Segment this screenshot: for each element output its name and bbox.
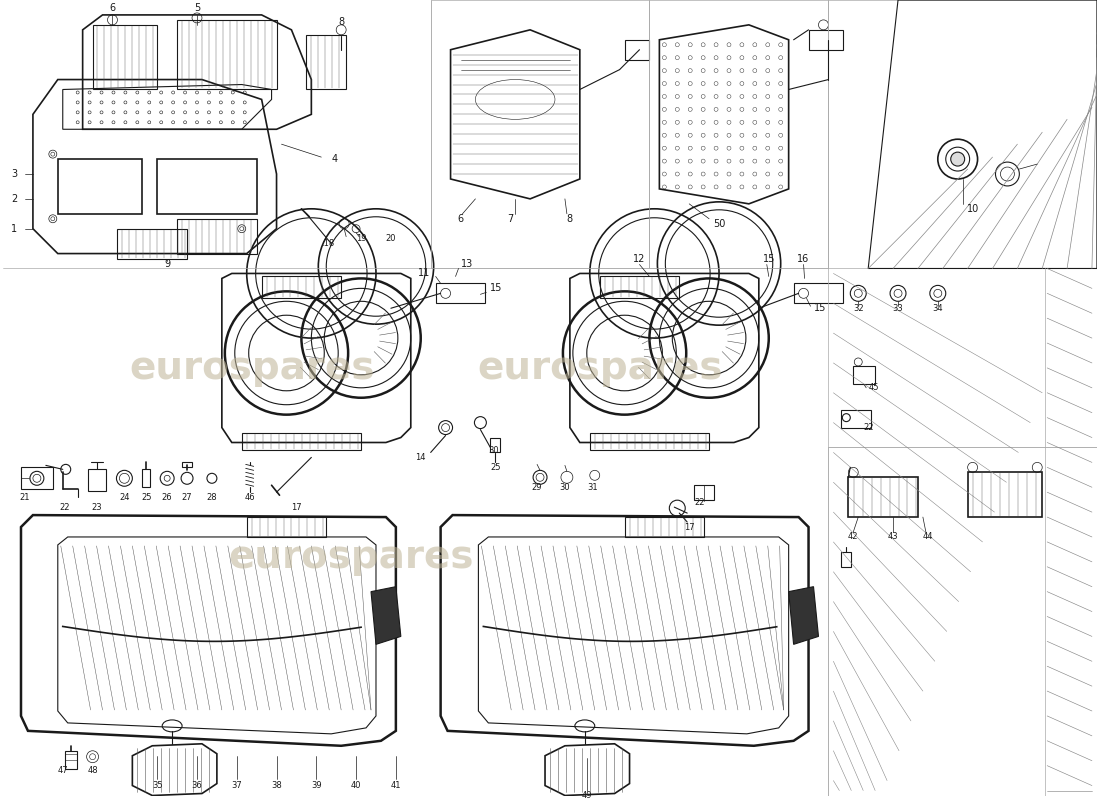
- Text: 36: 36: [191, 781, 202, 790]
- Text: 32: 32: [852, 304, 864, 313]
- Bar: [842, 552, 851, 566]
- Bar: [625, 517, 704, 537]
- Circle shape: [950, 152, 965, 166]
- Text: eurospares: eurospares: [129, 349, 374, 387]
- Text: 38: 38: [272, 781, 282, 790]
- Text: 29: 29: [531, 482, 542, 492]
- Text: 47: 47: [57, 766, 68, 775]
- Polygon shape: [789, 586, 818, 644]
- Bar: [436, 283, 485, 303]
- Text: 2: 2: [11, 194, 18, 204]
- Text: 3: 3: [11, 169, 18, 179]
- Bar: [842, 410, 871, 427]
- Text: 5: 5: [194, 3, 200, 13]
- Bar: [177, 20, 276, 90]
- Text: 24: 24: [119, 493, 130, 502]
- Text: 6: 6: [458, 214, 463, 224]
- Bar: [183, 462, 192, 467]
- Bar: [600, 277, 680, 298]
- Bar: [307, 35, 346, 90]
- Text: 4: 4: [331, 154, 338, 164]
- Bar: [431, 0, 649, 269]
- Bar: [694, 486, 714, 500]
- Bar: [262, 277, 341, 298]
- Bar: [65, 750, 77, 769]
- Bar: [118, 229, 187, 258]
- Bar: [491, 438, 501, 453]
- Bar: [793, 283, 844, 303]
- Text: .18: .18: [321, 239, 334, 248]
- Bar: [848, 478, 917, 517]
- Text: 43: 43: [888, 533, 899, 542]
- Text: 22: 22: [59, 502, 70, 512]
- Text: 46: 46: [244, 493, 255, 502]
- Text: 40: 40: [351, 781, 361, 790]
- Bar: [21, 467, 53, 490]
- Bar: [828, 447, 1097, 795]
- Text: 11: 11: [418, 269, 431, 278]
- Text: 31: 31: [587, 482, 598, 492]
- Text: 8: 8: [566, 214, 573, 224]
- Bar: [590, 433, 710, 450]
- Text: 9: 9: [164, 258, 170, 269]
- Text: 30: 30: [488, 446, 498, 455]
- Text: 19: 19: [355, 234, 366, 243]
- Text: 1: 1: [11, 224, 18, 234]
- Text: 25: 25: [141, 493, 152, 502]
- Bar: [625, 40, 649, 60]
- Text: 8: 8: [338, 17, 344, 27]
- Text: 13: 13: [461, 258, 473, 269]
- Text: 50: 50: [713, 218, 725, 229]
- Text: 21: 21: [20, 493, 30, 502]
- Bar: [968, 472, 1042, 517]
- Text: 6: 6: [109, 3, 116, 13]
- Bar: [828, 0, 1097, 269]
- Bar: [246, 517, 327, 537]
- Bar: [58, 159, 142, 214]
- Bar: [177, 218, 256, 254]
- Text: 15: 15: [814, 303, 826, 314]
- Text: 49: 49: [582, 791, 592, 800]
- Text: 45: 45: [868, 383, 879, 392]
- Bar: [808, 30, 844, 50]
- Bar: [142, 470, 151, 487]
- Text: 14: 14: [415, 453, 426, 462]
- Text: 41: 41: [390, 781, 402, 790]
- Text: 22: 22: [864, 423, 873, 432]
- Text: 48: 48: [87, 766, 98, 775]
- Text: eurospares: eurospares: [477, 349, 723, 387]
- Text: 23: 23: [91, 502, 102, 512]
- Text: 44: 44: [923, 533, 933, 542]
- Text: 17: 17: [684, 522, 694, 531]
- Text: 42: 42: [848, 533, 858, 542]
- Text: 39: 39: [311, 781, 321, 790]
- Bar: [242, 433, 361, 450]
- Bar: [92, 25, 157, 90]
- Bar: [649, 0, 828, 269]
- Text: 20: 20: [386, 234, 396, 243]
- Text: 17: 17: [292, 502, 301, 512]
- Text: 30: 30: [560, 482, 570, 492]
- Bar: [157, 159, 256, 214]
- Text: 34: 34: [933, 304, 943, 313]
- Text: 28: 28: [207, 493, 217, 502]
- Text: 12: 12: [634, 254, 646, 263]
- Text: 16: 16: [798, 254, 810, 263]
- Text: 10: 10: [967, 204, 979, 214]
- Text: 15: 15: [762, 254, 774, 263]
- Text: 37: 37: [231, 781, 242, 790]
- Text: 27: 27: [182, 493, 192, 502]
- Text: 26: 26: [162, 493, 173, 502]
- Text: 22: 22: [694, 498, 704, 506]
- Bar: [88, 470, 106, 491]
- Text: eurospares: eurospares: [229, 538, 474, 576]
- Polygon shape: [371, 586, 400, 644]
- Text: 15: 15: [491, 283, 503, 294]
- Text: 7: 7: [507, 214, 514, 224]
- Bar: [854, 366, 876, 384]
- Text: 33: 33: [893, 304, 903, 313]
- Text: 35: 35: [152, 781, 163, 790]
- Text: 25: 25: [491, 463, 501, 472]
